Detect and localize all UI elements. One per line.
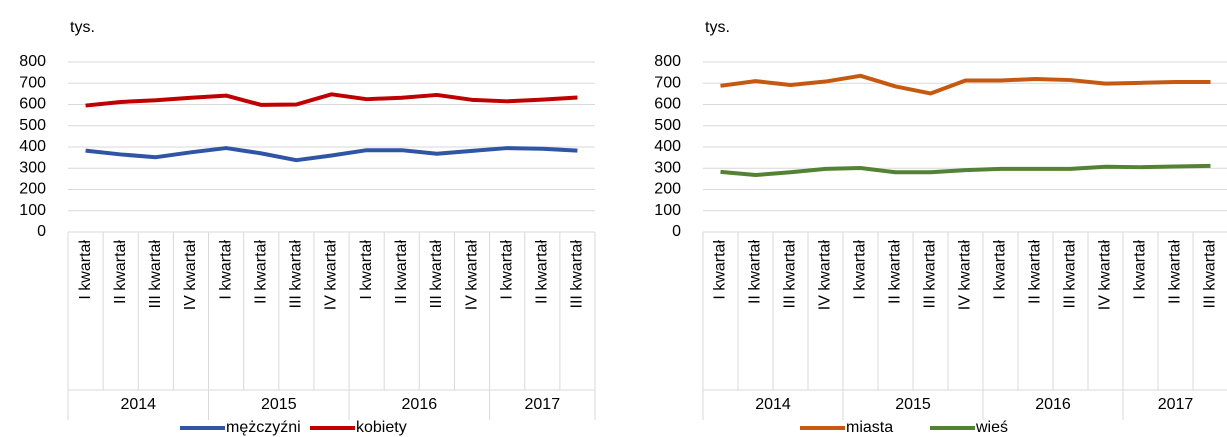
x-group-label: 2014 [120,396,156,413]
line-series [85,146,578,163]
y-tick-label: 700 [654,74,681,91]
x-tick-label: I kwartał [358,240,375,300]
x-tick-label: II kwartał [747,240,764,304]
y-tick-label: 700 [19,74,46,91]
x-tick-label: IV kwartał [463,240,480,311]
x-tick-label: II kwartał [393,240,410,304]
x-tick-label: II kwartał [534,240,551,304]
x-group-label: 2017 [525,396,561,413]
x-group-label: 2014 [755,396,791,413]
x-group-label: 2015 [261,396,297,413]
line-series [720,73,1211,96]
x-tick-label: IV kwartał [1097,240,1114,311]
y-axis-label: tys. [705,19,730,36]
x-tick-label: I kwartał [992,240,1009,300]
line-series [720,163,1211,178]
y-tick-label: 200 [19,181,46,198]
x-tick-label: III kwartał [1062,240,1079,309]
y-tick-label: 600 [19,96,46,113]
y-tick-label: 400 [654,138,681,155]
x-tick-label: III kwartał [288,240,305,309]
legend-label: kobiety [356,419,407,436]
x-tick-label: I kwartał [498,240,515,300]
x-tick-label: III kwartał [569,240,586,309]
x-tick-label: IV kwartał [323,240,340,311]
legend-label: mężczyźni [226,419,301,436]
y-tick-label: 600 [654,96,681,113]
y-tick-label: 800 [654,53,681,70]
y-tick-label: 100 [19,202,46,219]
x-tick-label: IV kwartał [957,240,974,311]
x-tick-label: II kwartał [1167,240,1184,304]
x-tick-label: III kwartał [1202,240,1219,309]
y-tick-label: 0 [672,223,681,240]
y-tick-label: 500 [654,117,681,134]
x-tick-label: II kwartał [112,240,129,304]
x-tick-label: I kwartał [712,240,729,300]
x-tick-label: I kwartał [217,240,234,300]
x-tick-label: I kwartał [852,240,869,300]
y-tick-label: 300 [19,159,46,176]
y-tick-label: 0 [37,223,46,240]
y-tick-label: 300 [654,159,681,176]
y-tick-label: 800 [19,53,46,70]
legend-label: wieś [975,419,1008,436]
x-tick-label: III kwartał [428,240,445,309]
y-axis-label: tys. [70,19,95,36]
x-tick-label: I kwartał [1132,240,1149,300]
x-tick-label: II kwartał [1027,240,1044,304]
x-tick-label: III kwartał [782,240,799,309]
x-group-label: 2017 [1158,396,1194,413]
y-tick-label: 200 [654,181,681,198]
y-tick-label: 500 [19,117,46,134]
x-tick-label: IV kwartał [817,240,834,311]
x-group-label: 2016 [1035,396,1071,413]
x-tick-label: II kwartał [252,240,269,304]
legend-label: miasta [846,419,893,436]
y-tick-label: 400 [19,138,46,155]
x-tick-label: III kwartał [147,240,164,309]
x-tick-label: I kwartał [77,240,94,300]
x-tick-label: III kwartał [922,240,939,309]
line-series [85,92,578,108]
x-tick-label: IV kwartał [182,240,199,311]
y-tick-label: 100 [654,202,681,219]
x-group-label: 2016 [402,396,438,413]
x-group-label: 2015 [895,396,931,413]
x-tick-label: II kwartał [887,240,904,304]
